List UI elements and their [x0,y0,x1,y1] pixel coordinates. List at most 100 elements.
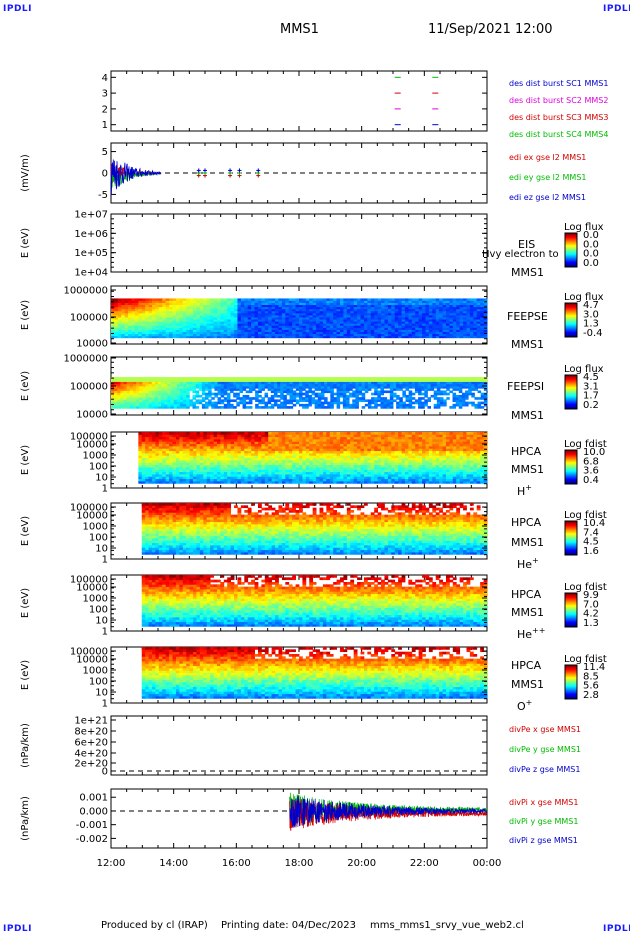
heatmap-cell [124,317,129,320]
heatmap-cell [422,333,426,337]
heatmap-cell [151,399,156,403]
heatmap-cell [186,397,190,400]
heatmap-cell [302,381,306,385]
heatmap-cell [148,443,153,447]
heatmap-cell [170,403,175,407]
heatmap-cell [271,439,276,442]
heatmap-cell [374,383,378,387]
heatmap-cell [151,379,156,382]
heatmap-cell [152,319,156,322]
heatmap-cell [234,469,238,473]
heatmap-cell [281,312,286,316]
heatmap-cell [268,325,273,328]
heatmap-cell [148,457,153,461]
heatmap-cell [244,462,249,466]
heatmap-cell [134,321,139,324]
heatmap-cell [155,446,160,449]
heatmap-cell [203,325,208,328]
heatmap-cell [302,379,306,382]
heatmap-cell [333,381,337,385]
heatmap-cell [126,392,131,396]
heatmap-cell [394,323,399,326]
heatmap-cell [142,392,146,396]
heatmap-cell [251,460,255,463]
heatmap-cell [148,304,153,308]
heatmap-cell [360,298,365,301]
heatmap-cell [230,443,235,447]
heatmap-cell [466,300,471,303]
heatmap-cell [283,397,287,400]
heatmap-cell [199,317,204,320]
heatmap-cell [199,323,204,326]
heatmap-cell [292,383,297,387]
heatmap-cell [468,392,472,396]
heatmap-cell [227,476,232,480]
heatmap-cell [223,327,228,330]
heatmap-cell [169,306,173,310]
heatmap-cell [483,319,488,322]
overlay-text: Hvy electron to [482,249,559,260]
heatmap-cell [186,312,191,316]
heatmap-cell [213,457,218,461]
heatmap-cell [261,441,266,445]
heatmap-cell [124,298,129,301]
heatmap-cell [411,406,416,409]
heatmap-cell [261,333,266,337]
heatmap-cell [436,388,441,391]
heatmap-cell [264,432,269,435]
heatmap-cell [208,386,212,389]
heatmap-cell [117,379,121,382]
heatmap-cell [427,399,431,403]
heatmap-cell [295,394,300,398]
heatmap-cell [309,335,314,339]
heatmap-cell [324,406,328,409]
heatmap-cell [206,469,211,473]
heatmap-cell [439,323,443,326]
heatmap-cell [239,383,243,387]
heatmap-cell [134,315,139,318]
heatmap-cell [257,446,262,449]
heatmap-cell [440,397,444,400]
heatmap-cell [401,300,406,303]
heatmap-cell [227,331,232,335]
heatmap-cell [436,381,441,385]
heatmap-cell [271,304,276,308]
heatmap-cell [449,323,454,326]
heatmap-cell [302,323,307,326]
heatmap-cell [237,315,242,318]
heatmap-cell [336,397,341,400]
heatmap-cell [199,467,204,470]
heatmap-cell [205,386,209,389]
heatmap-cell [162,460,167,463]
heatmap-cell [223,406,228,409]
heatmap-cell [193,441,197,445]
heatmap-cell [151,383,156,387]
heatmap-cell [254,462,259,466]
heatmap-cell [275,325,279,328]
heatmap-cell [443,390,447,394]
heatmap-cell [458,397,463,400]
heatmap-cell [189,439,194,442]
heatmap-cell [391,333,396,337]
heatmap-cell [179,406,184,409]
heatmap-cell [223,399,228,403]
heatmap-cell [244,460,249,463]
heatmap-cell [175,436,180,440]
page-title: MMS1 [280,22,319,37]
heatmap-cell [155,329,160,332]
heatmap-cell [295,302,300,306]
heatmap-cell [227,462,232,466]
heatmap-cell [240,298,245,301]
heatmap-cell [458,394,463,398]
heatmap-cell [271,298,276,301]
heatmap-cell [398,304,402,308]
heatmap-cell [210,306,214,310]
heatmap-cell [179,333,184,337]
heatmap-cell [129,401,134,405]
heatmap-cell [463,315,467,318]
heatmap-cell [206,308,211,312]
heatmap-cell [389,377,394,380]
heatmap-cell [117,401,121,405]
heatmap-cell [299,399,303,403]
heatmap-cell [387,333,392,337]
